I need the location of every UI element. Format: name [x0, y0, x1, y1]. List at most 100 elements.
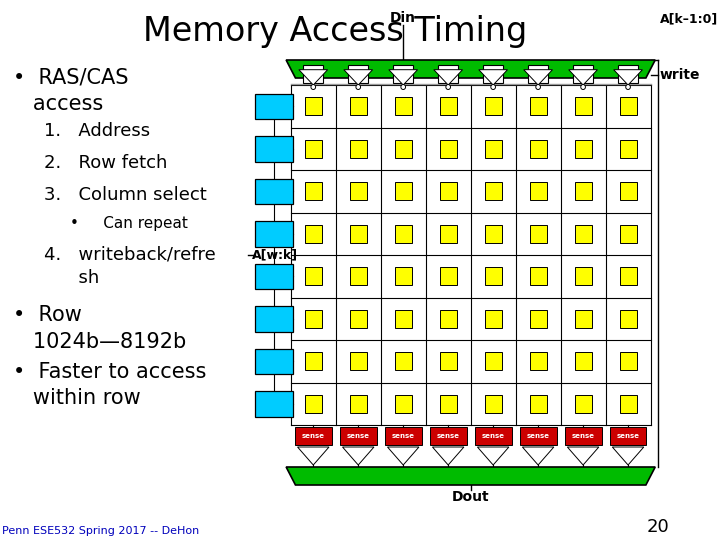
Text: Din: Din — [390, 11, 416, 25]
Bar — [619, 97, 636, 116]
Bar — [575, 267, 592, 286]
Bar — [619, 309, 636, 328]
Text: sense: sense — [302, 433, 325, 439]
Bar — [395, 352, 412, 370]
Bar — [350, 309, 366, 328]
Bar — [610, 427, 647, 445]
Bar — [440, 97, 456, 116]
Polygon shape — [569, 70, 598, 85]
Text: Dout: Dout — [452, 490, 490, 504]
Bar — [474, 427, 512, 445]
Polygon shape — [477, 447, 509, 465]
Polygon shape — [433, 447, 464, 465]
Bar — [256, 93, 292, 119]
Bar — [575, 309, 592, 328]
Polygon shape — [344, 70, 373, 85]
Bar — [350, 97, 366, 116]
Text: write: write — [660, 69, 701, 83]
Bar — [305, 352, 322, 370]
Bar — [440, 395, 456, 413]
Bar — [256, 221, 292, 246]
Circle shape — [446, 84, 451, 90]
Bar — [350, 267, 366, 286]
Polygon shape — [286, 467, 655, 485]
Circle shape — [491, 84, 495, 90]
Polygon shape — [612, 447, 644, 465]
Bar — [350, 395, 366, 413]
Bar — [440, 225, 456, 243]
Bar — [619, 182, 636, 200]
Text: 20: 20 — [647, 518, 669, 536]
Bar — [393, 65, 413, 83]
Bar — [384, 427, 422, 445]
Bar — [305, 97, 322, 116]
Bar — [575, 395, 592, 413]
Bar — [395, 97, 412, 116]
Bar — [530, 309, 546, 328]
Bar — [530, 139, 546, 158]
Polygon shape — [297, 447, 329, 465]
Text: sense: sense — [482, 433, 505, 439]
Bar — [350, 352, 366, 370]
Text: sense: sense — [616, 433, 639, 439]
Polygon shape — [343, 447, 374, 465]
Bar — [530, 352, 546, 370]
Bar — [256, 306, 292, 332]
Polygon shape — [433, 70, 462, 85]
Bar — [350, 225, 366, 243]
Text: sense: sense — [526, 433, 549, 439]
Text: 4.   writeback/refre
      sh: 4. writeback/refre sh — [44, 246, 215, 287]
Text: 1.   Address: 1. Address — [44, 122, 150, 139]
Bar — [440, 309, 456, 328]
Bar — [575, 182, 592, 200]
Polygon shape — [387, 447, 419, 465]
Bar — [619, 352, 636, 370]
Text: sense: sense — [392, 433, 415, 439]
Bar — [256, 391, 292, 416]
Bar — [520, 427, 557, 445]
Polygon shape — [567, 447, 599, 465]
Bar — [575, 139, 592, 158]
Bar — [440, 267, 456, 286]
Bar — [619, 139, 636, 158]
Bar — [256, 179, 292, 204]
Bar — [395, 182, 412, 200]
Bar — [485, 182, 502, 200]
Bar — [395, 267, 412, 286]
Text: sense: sense — [347, 433, 370, 439]
Bar — [485, 97, 502, 116]
Bar — [575, 225, 592, 243]
Circle shape — [356, 84, 361, 90]
Bar — [485, 352, 502, 370]
Bar — [305, 225, 322, 243]
Text: 2.   Row fetch: 2. Row fetch — [44, 154, 167, 172]
Bar — [440, 352, 456, 370]
Circle shape — [401, 84, 405, 90]
Polygon shape — [523, 70, 552, 85]
Bar — [350, 139, 366, 158]
Bar — [440, 182, 456, 200]
Polygon shape — [299, 70, 328, 85]
Bar — [303, 65, 323, 83]
Text: •  Faster to access
   within row: • Faster to access within row — [14, 362, 207, 408]
Bar — [485, 267, 502, 286]
Bar — [528, 65, 548, 83]
Text: A[k–1:0]: A[k–1:0] — [660, 12, 718, 25]
Bar — [395, 225, 412, 243]
Text: 3.   Column select: 3. Column select — [44, 186, 207, 204]
Bar — [294, 427, 332, 445]
Bar — [530, 267, 546, 286]
Bar — [485, 309, 502, 328]
Bar — [530, 182, 546, 200]
Bar — [485, 139, 502, 158]
Bar — [305, 395, 322, 413]
Bar — [256, 264, 292, 289]
Text: Memory Access Timing: Memory Access Timing — [143, 15, 528, 48]
Bar — [485, 395, 502, 413]
Bar — [618, 65, 638, 83]
Polygon shape — [479, 70, 508, 85]
Bar — [575, 97, 592, 116]
Bar — [619, 395, 636, 413]
Text: sense: sense — [437, 433, 459, 439]
Bar — [530, 225, 546, 243]
